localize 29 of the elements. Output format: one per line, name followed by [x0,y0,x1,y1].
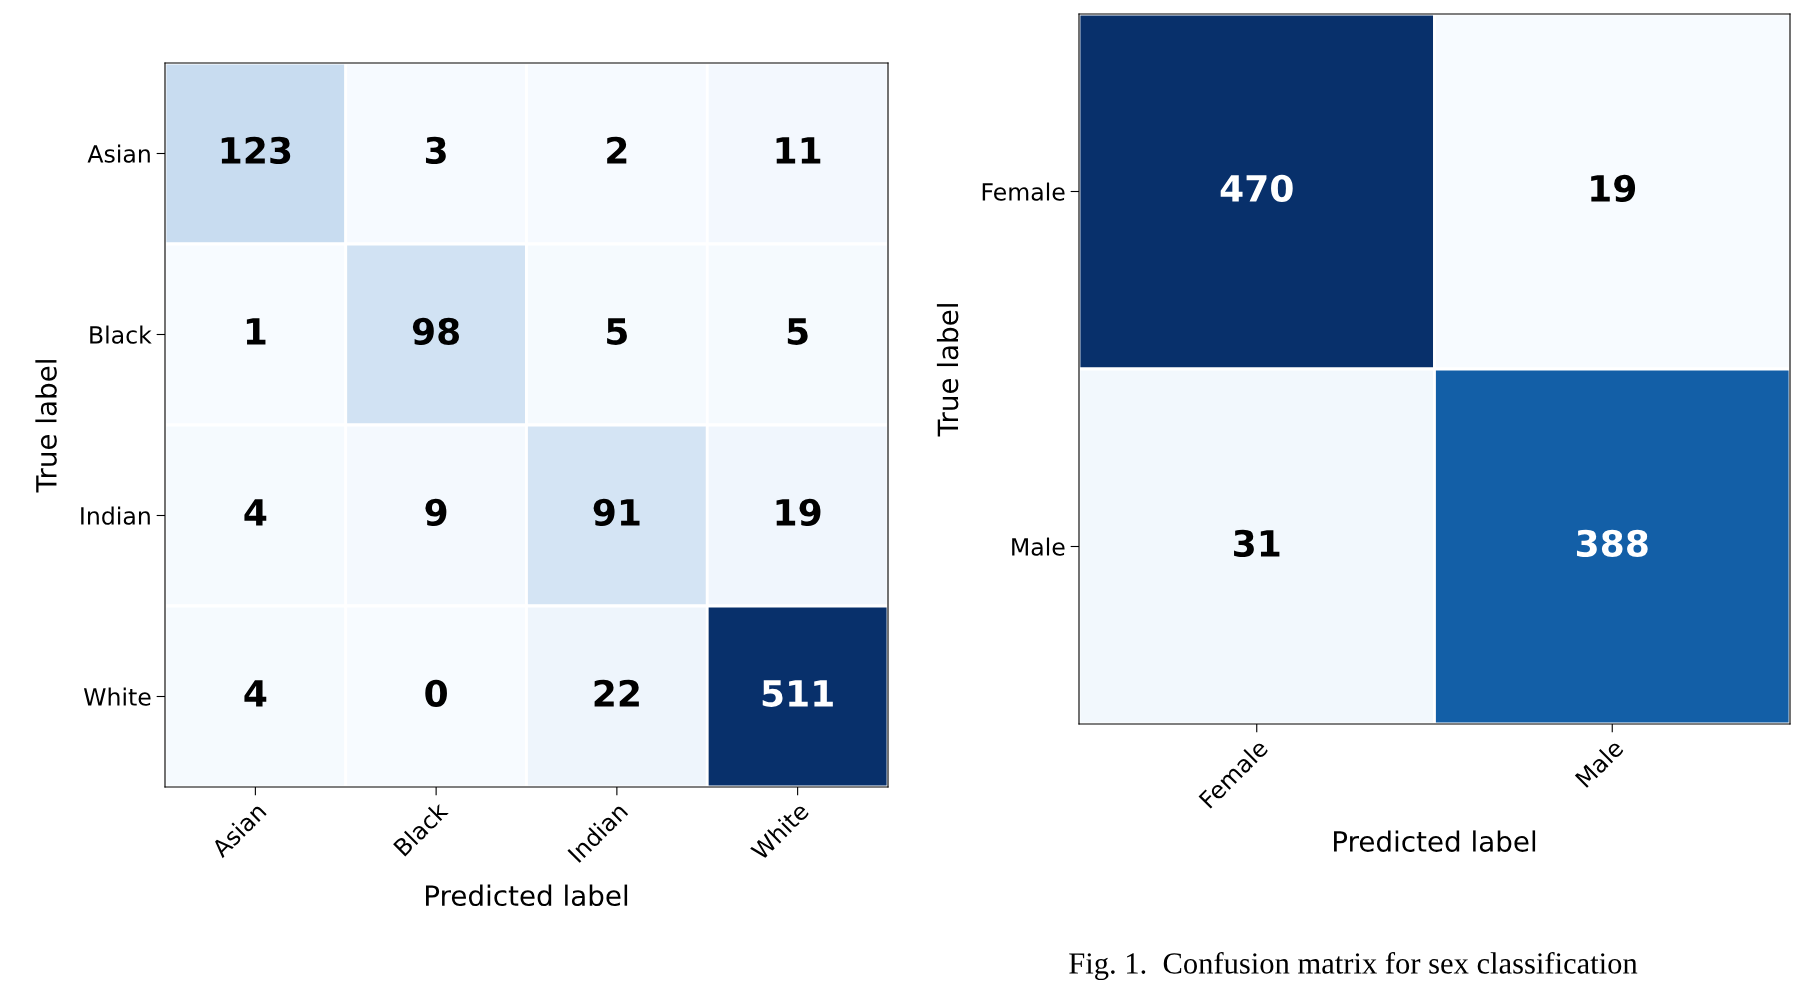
y-tick-label: White [83,687,151,706]
data-label: 19 [1591,174,1636,202]
y-tick-label: Indian [81,506,150,525]
data-label: 22 [594,679,639,707]
y-axis-title: True label [35,360,57,493]
y-tick-label: Asian [87,144,150,163]
caption: Fig. 1. Confusion matrix for sex classification [1069,951,1638,981]
data-label: 3 [425,136,446,164]
y-tick-label: Black [90,325,152,344]
data-label: 5 [607,318,627,345]
data-label: 123 [221,136,291,164]
data-label: 91 [593,498,640,526]
x-axis-title: Predicted label [1334,830,1536,852]
data-label: 98 [412,317,460,345]
data-label: 4 [244,499,267,526]
data-label: 19 [776,498,821,526]
data-label: 470 [1220,174,1293,202]
data-label: 1 [246,318,266,345]
data-label: 31 [1234,529,1280,557]
data-label: 9 [425,498,447,526]
y-axis-title: True label [936,304,959,437]
data-label: 11 [776,137,821,164]
data-label: 511 [762,680,833,707]
data-label: 0 [425,679,447,707]
data-label: 2 [607,136,627,164]
x-axis-title: Predicted label [426,884,628,907]
data-label: 4 [244,680,267,707]
data-label: 5 [787,318,808,345]
data-label: 388 [1576,529,1648,557]
